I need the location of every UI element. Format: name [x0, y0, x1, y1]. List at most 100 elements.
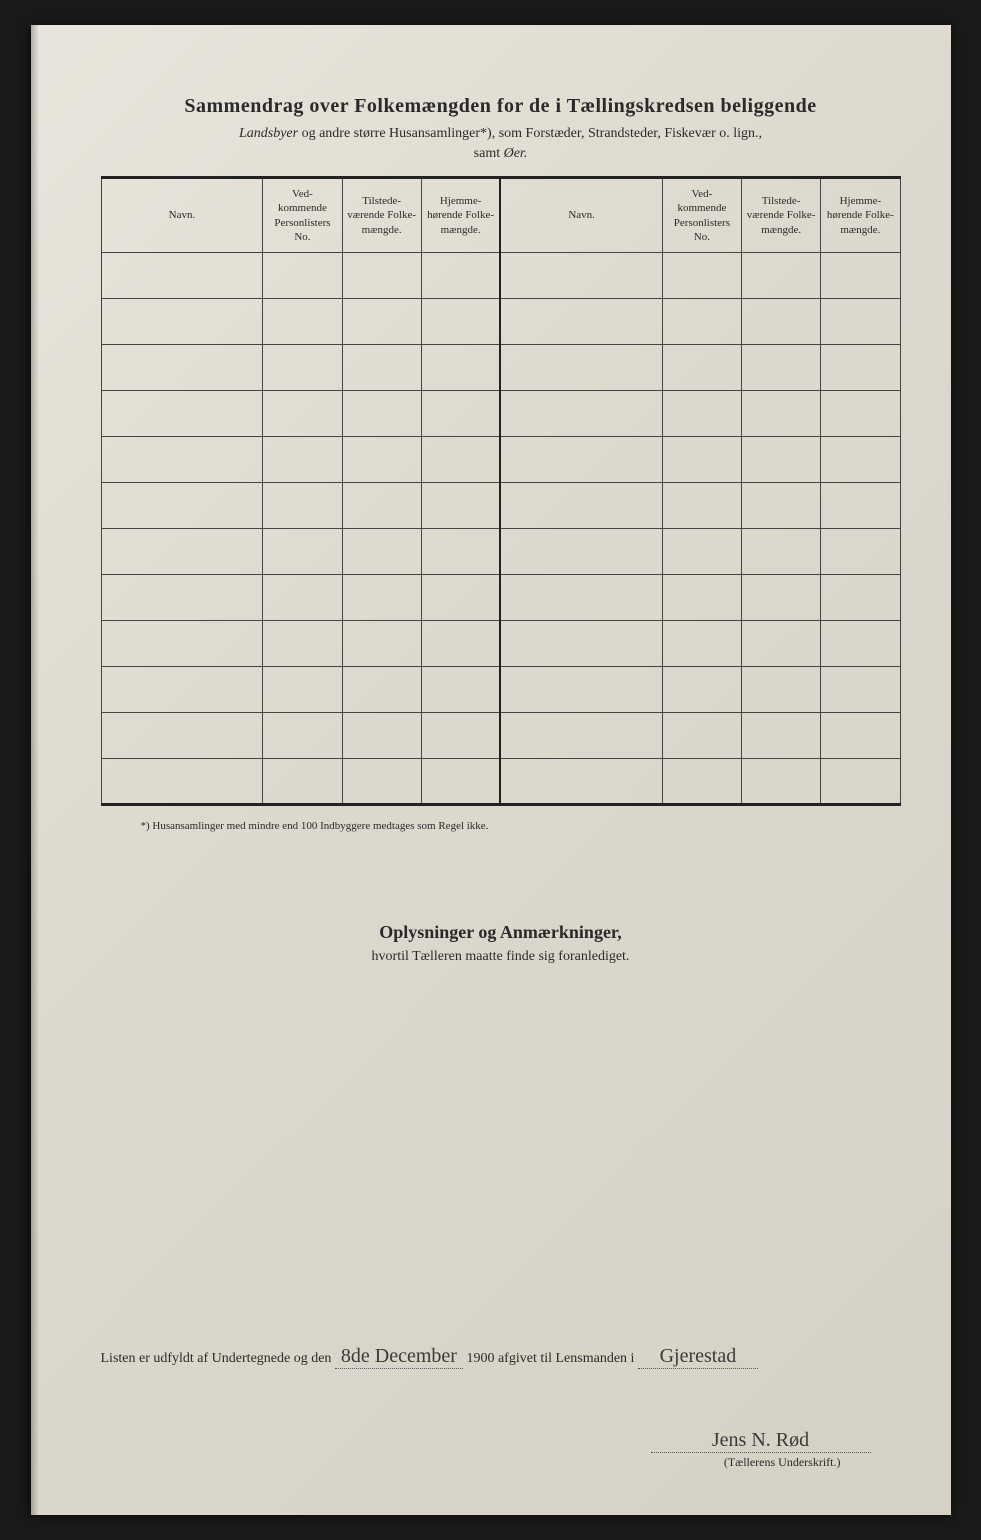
table-cell	[263, 759, 342, 805]
table-row	[101, 253, 900, 299]
table-cell	[500, 483, 662, 529]
table-cell	[500, 575, 662, 621]
table-row	[101, 575, 900, 621]
table-row	[101, 713, 900, 759]
table-row	[101, 391, 900, 437]
table-row	[101, 483, 900, 529]
table-cell	[421, 575, 500, 621]
sig-year: 1900 afgivet til Lensmanden i	[466, 1351, 637, 1366]
table-cell	[662, 391, 741, 437]
table-cell	[342, 483, 421, 529]
table-cell	[821, 299, 900, 345]
subtitle2-italic: Øer.	[504, 146, 528, 161]
signature-caption: (Tællerens Underskrift.)	[101, 1455, 841, 1470]
table-cell	[421, 713, 500, 759]
table-cell	[500, 299, 662, 345]
signature-line: Listen er udfyldt af Undertegnede og den…	[101, 1345, 901, 1369]
table-cell	[342, 253, 421, 299]
table-row	[101, 759, 900, 805]
table-cell	[101, 575, 263, 621]
handwritten-place: Gjerestad	[638, 1345, 758, 1369]
table-cell	[662, 759, 741, 805]
table-header-row: Navn. Ved- kommende Personlisters No. Ti…	[101, 178, 900, 253]
table-cell	[263, 575, 342, 621]
table-cell	[421, 621, 500, 667]
table-cell	[342, 759, 421, 805]
table-cell	[421, 437, 500, 483]
col-personlister-right: Ved- kommende Personlisters No.	[662, 178, 741, 253]
table-cell	[421, 759, 500, 805]
col-personlister-left: Ved- kommende Personlisters No.	[263, 178, 342, 253]
table-cell	[342, 345, 421, 391]
table-cell	[342, 713, 421, 759]
table-cell	[101, 759, 263, 805]
handwritten-signature: Jens N. Rød	[651, 1429, 871, 1453]
table-cell	[742, 483, 821, 529]
table-cell	[662, 437, 741, 483]
table-cell	[421, 667, 500, 713]
remarks-section: Oplysninger og Anmærkninger, hvortil Tæl…	[101, 922, 901, 965]
table-row	[101, 345, 900, 391]
table-cell	[263, 253, 342, 299]
table-cell	[662, 667, 741, 713]
table-row	[101, 437, 900, 483]
table-cell	[742, 253, 821, 299]
table-cell	[101, 483, 263, 529]
table-row	[101, 621, 900, 667]
signature-block: Listen er udfyldt af Undertegnede og den…	[101, 1345, 901, 1470]
table-row	[101, 299, 900, 345]
table-cell	[662, 529, 741, 575]
sig-prefix: Listen er udfyldt af Undertegnede og den	[101, 1351, 335, 1366]
table-cell	[342, 529, 421, 575]
table-cell	[662, 621, 741, 667]
col-tilstede-right: Tilstede- værende Folke- mængde.	[742, 178, 821, 253]
table-cell	[101, 253, 263, 299]
table-cell	[263, 529, 342, 575]
table-cell	[500, 621, 662, 667]
table-cell	[342, 621, 421, 667]
table-cell	[662, 345, 741, 391]
table-cell	[821, 391, 900, 437]
table-cell	[421, 345, 500, 391]
subtitle-rest: og andre større Husansamlinger*), som Fo…	[298, 126, 762, 141]
table-cell	[421, 483, 500, 529]
subtitle-italic: Landsbyer	[239, 126, 298, 141]
page-title: Sammendrag over Folkemængden for de i Tæ…	[101, 95, 901, 118]
table-cell	[263, 299, 342, 345]
col-navn-left: Navn.	[101, 178, 263, 253]
table-cell	[742, 529, 821, 575]
table-cell	[500, 759, 662, 805]
table-cell	[342, 437, 421, 483]
table-cell	[662, 713, 741, 759]
table-cell	[821, 667, 900, 713]
table-cell	[263, 621, 342, 667]
table-cell	[342, 391, 421, 437]
table-cell	[101, 391, 263, 437]
table-cell	[342, 667, 421, 713]
table-cell	[263, 345, 342, 391]
table-cell	[821, 621, 900, 667]
subtitle-line-2: samt Øer.	[101, 146, 901, 162]
col-hjemme-right: Hjemme- hørende Folke- mængde.	[821, 178, 900, 253]
census-form-page: Sammendrag over Folkemængden for de i Tæ…	[31, 25, 951, 1515]
handwritten-date: 8de December	[335, 1345, 463, 1369]
table-cell	[662, 483, 741, 529]
table-cell	[500, 345, 662, 391]
table-cell	[421, 299, 500, 345]
table-cell	[821, 483, 900, 529]
table-cell	[500, 437, 662, 483]
table-cell	[742, 299, 821, 345]
table-cell	[662, 299, 741, 345]
table-cell	[421, 253, 500, 299]
table-cell	[742, 437, 821, 483]
table-cell	[742, 345, 821, 391]
table-cell	[263, 713, 342, 759]
table-cell	[421, 529, 500, 575]
subtitle2-prefix: samt	[474, 146, 504, 161]
table-cell	[662, 575, 741, 621]
table-cell	[821, 345, 900, 391]
table-cell	[742, 713, 821, 759]
table-cell	[101, 667, 263, 713]
table-cell	[101, 621, 263, 667]
table-cell	[500, 713, 662, 759]
